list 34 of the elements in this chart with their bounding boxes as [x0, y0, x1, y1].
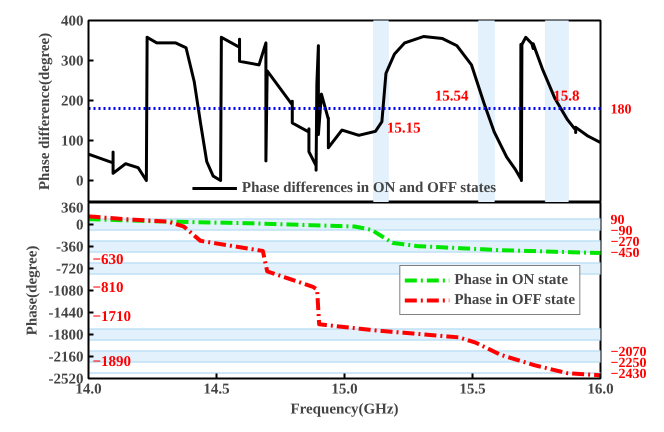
x-tick-label: 15.0 — [331, 382, 358, 398]
ref-line-label: −1890 — [92, 354, 132, 370]
x-tick-label: 16.0 — [587, 382, 614, 398]
y-tick-label: -1800 — [48, 328, 84, 344]
y-tick-label: 100 — [61, 134, 84, 150]
legend-label: Phase in OFF state — [454, 292, 575, 308]
ref-line-label: −2430 — [610, 367, 646, 382]
y-axis-title: Phase difference(degree) — [37, 32, 53, 190]
y-tick-label: -2160 — [48, 350, 84, 366]
y-tick-label: -1440 — [48, 306, 84, 322]
y-tick-label: 400 — [61, 14, 84, 30]
legend-label: Phase differences in ON and OFF states — [242, 180, 496, 196]
ref-line-label: −1710 — [92, 309, 132, 325]
y-tick-label: 300 — [61, 54, 84, 70]
legend-label: Phase in ON state — [454, 272, 568, 288]
x-tick-label: 15.5 — [459, 382, 486, 398]
y-tick-label: 360 — [61, 200, 84, 216]
y-tick-label: 0 — [76, 174, 84, 190]
annotation: 15.8 — [553, 88, 580, 104]
x-axis-title: Frequency(GHz) — [290, 402, 399, 418]
y-tick-label: 200 — [61, 94, 84, 110]
y-tick-label: 0 — [76, 218, 84, 234]
ref-line-label: −450 — [610, 246, 640, 261]
y-tick-label: -360 — [56, 240, 84, 256]
line-series — [88, 217, 600, 256]
y-tick-label: -720 — [56, 262, 84, 278]
annotation: 15.15 — [386, 120, 421, 136]
ref-line-label: 180 — [610, 102, 632, 118]
y-tick-label: -1080 — [48, 284, 84, 300]
annotation: 15.54 — [434, 88, 469, 104]
ref-line-label: −630 — [92, 252, 124, 268]
y-axis-title: Phase(degree) — [24, 246, 41, 336]
ref-line-label: −810 — [92, 280, 124, 296]
x-tick-label: 14.5 — [203, 382, 230, 398]
